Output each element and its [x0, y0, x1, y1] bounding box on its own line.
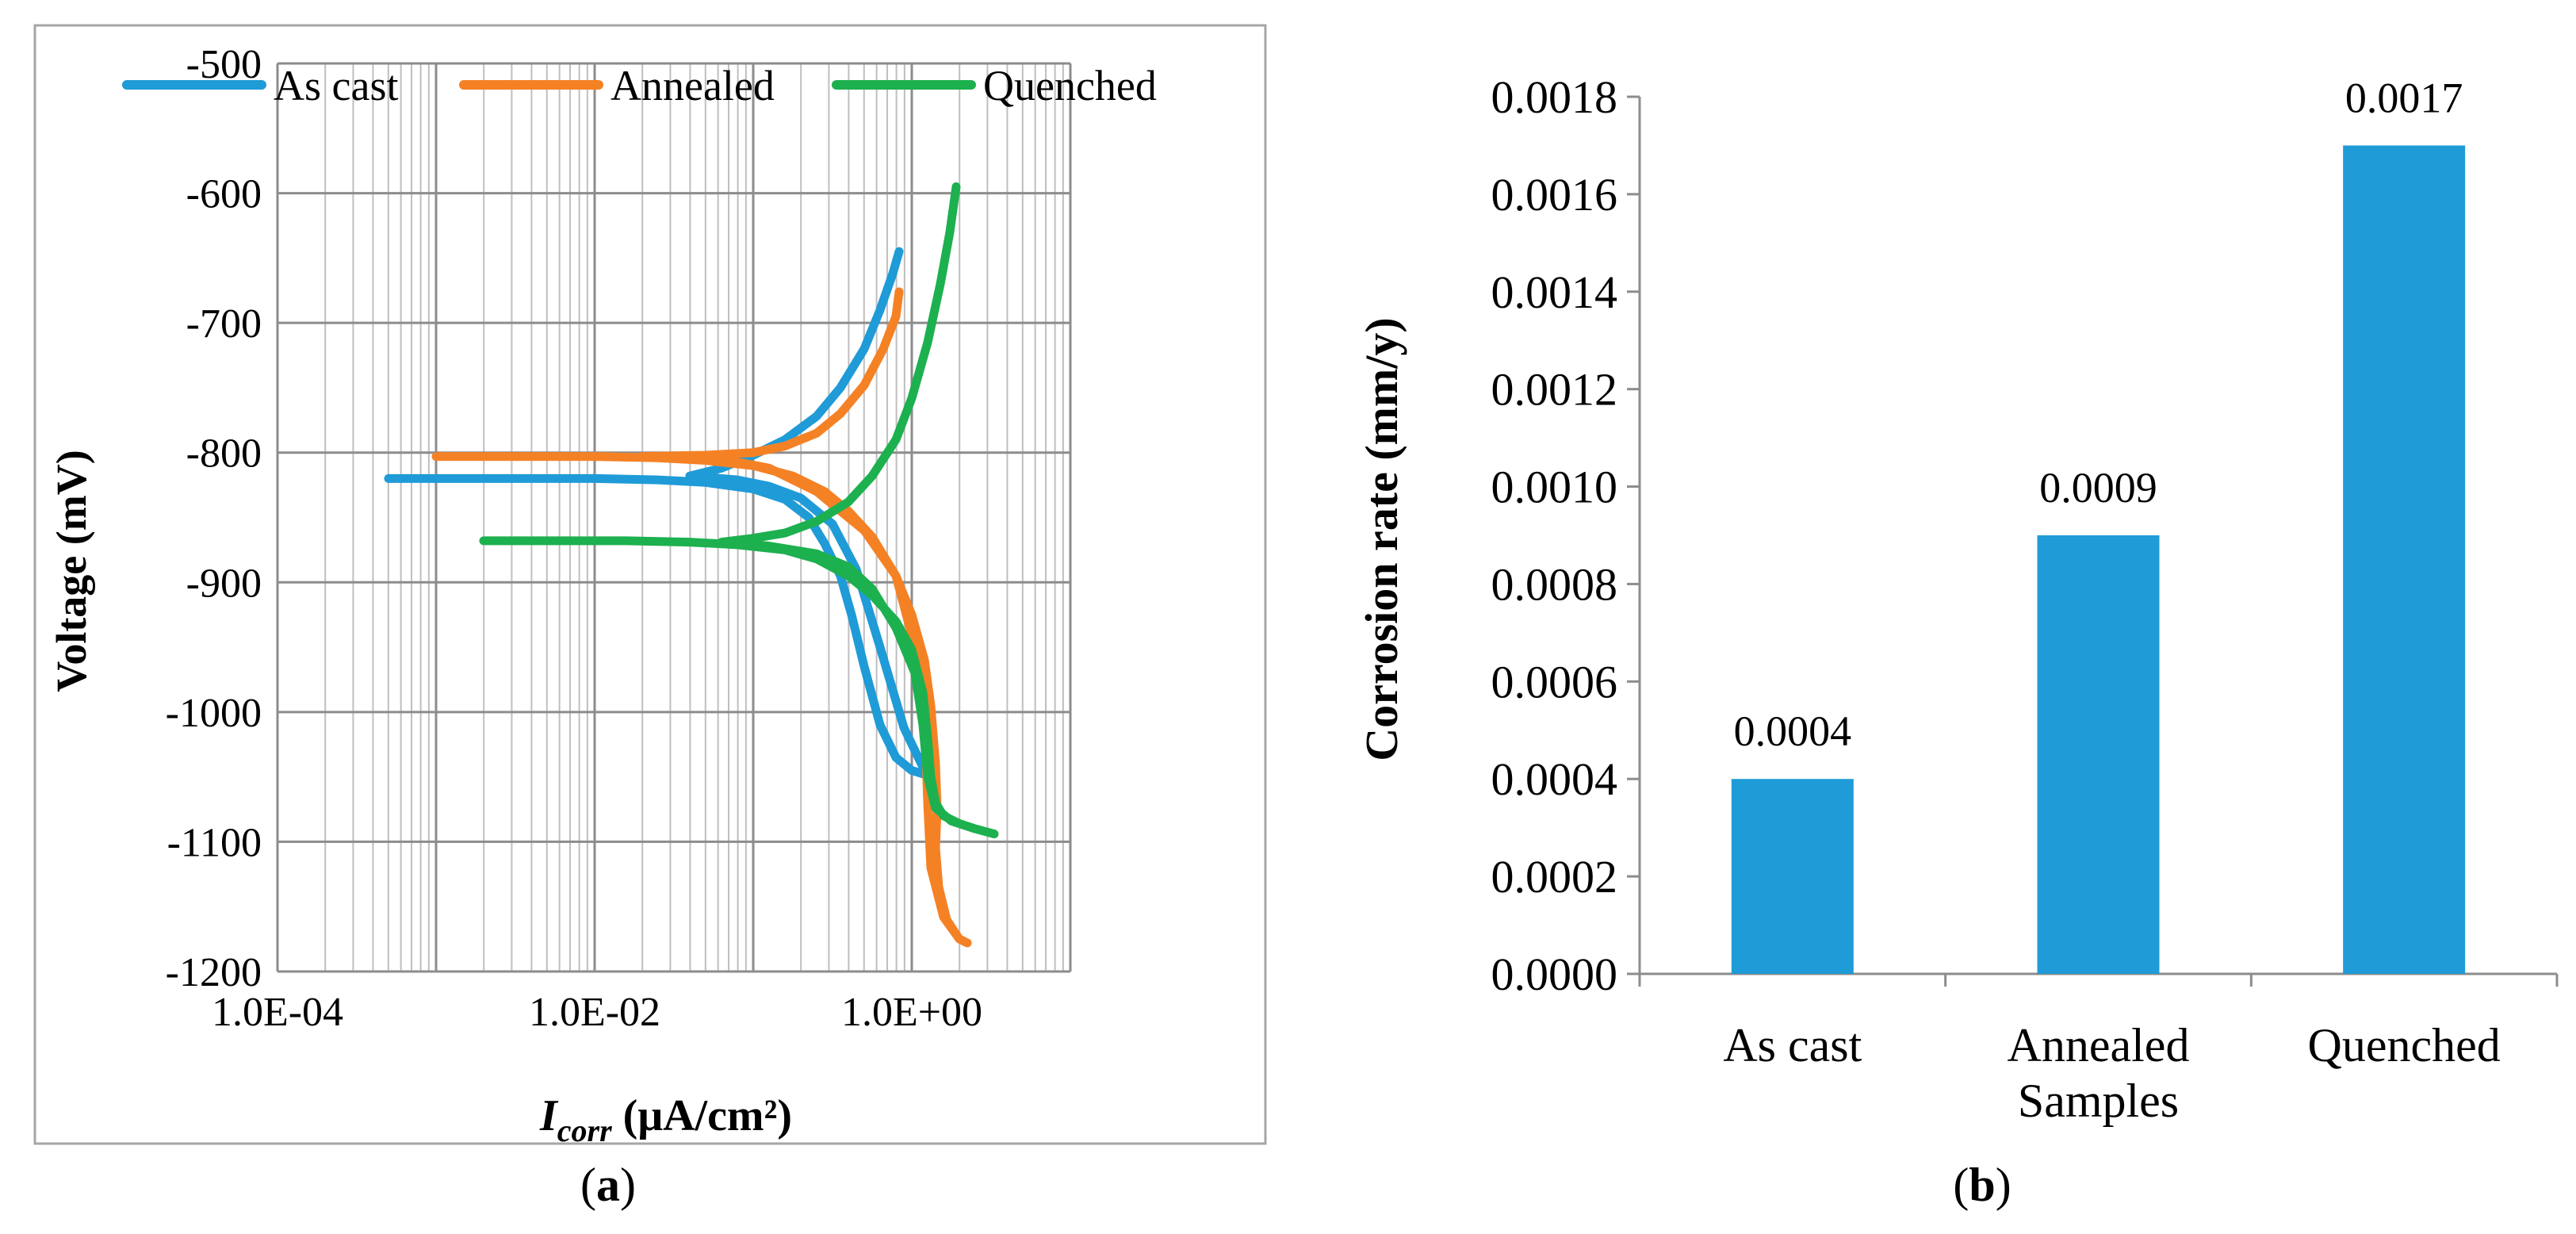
y-tick-label: -600	[186, 172, 262, 217]
x-tick-label: As cast	[1723, 1019, 1862, 1071]
y-axis-title: Voltage (mV)	[48, 450, 95, 692]
y-tick-label: 0.0002	[1491, 851, 1618, 903]
y-tick-label: 0.0004	[1491, 753, 1618, 805]
y-tick-label: 0.0008	[1491, 558, 1618, 610]
y-tick-label: 0.0018	[1491, 71, 1618, 123]
series-line-quenched	[479, 182, 999, 839]
y-axis-title: Corrosion rate (mm/y)	[1356, 317, 1407, 761]
legend-label: As cast	[274, 62, 398, 109]
data-label: 0.0009	[2039, 464, 2157, 512]
data-label: 0.0017	[2345, 74, 2463, 121]
panel-a-caption: (a)	[580, 1159, 636, 1211]
bar-as-cast	[1731, 779, 1854, 974]
x-tick-label: 1.0E-02	[529, 990, 660, 1035]
legend-label: Annealed	[611, 62, 775, 109]
series-line-annealed	[431, 287, 972, 948]
x-tick-label: 1.0E+00	[841, 990, 982, 1035]
y-tick-label: -1200	[166, 950, 262, 995]
y-tick-label: -700	[186, 301, 262, 347]
panel-a-frame	[33, 24, 1267, 1145]
x-tick-label: Annealed	[2008, 1019, 2190, 1071]
x-axis-title: Icorr (μA/cm²)	[539, 1091, 792, 1148]
panel-a: -500-600-700-800-900-1000-1100-12001.0E-…	[48, 42, 1157, 1148]
y-tick-label: -900	[186, 561, 262, 606]
y-tick-label: -500	[186, 42, 262, 87]
panel-b-caption: (b)	[1953, 1159, 2011, 1211]
y-tick-label: 0.0010	[1491, 462, 1618, 513]
y-tick-label: -800	[186, 431, 262, 477]
data-label: 0.0004	[1734, 707, 1852, 755]
y-tick-label: -1000	[166, 691, 262, 736]
y-tick-label: -1100	[167, 820, 262, 865]
y-tick-label: 0.0006	[1491, 656, 1618, 707]
panel-b: 0.0000 0.0002 0.0004 0.0006 0.0008 0.0010 0.00…	[1356, 71, 2559, 1127]
x-tick-label: 1.0E-04	[212, 990, 343, 1035]
y-tick-label: 0.0016	[1491, 169, 1618, 220]
y-tick-label: 0.0012	[1491, 364, 1618, 416]
legend-label: Quenched	[983, 62, 1157, 109]
y-tick-label: 0.0014	[1491, 266, 1618, 318]
x-axis-title: Samples	[2018, 1075, 2179, 1127]
bar-quenched	[2343, 145, 2466, 974]
bar-annealed	[2037, 535, 2160, 974]
y-tick-label: 0.0000	[1491, 948, 1618, 1000]
x-tick-label: Quenched	[2308, 1019, 2501, 1071]
